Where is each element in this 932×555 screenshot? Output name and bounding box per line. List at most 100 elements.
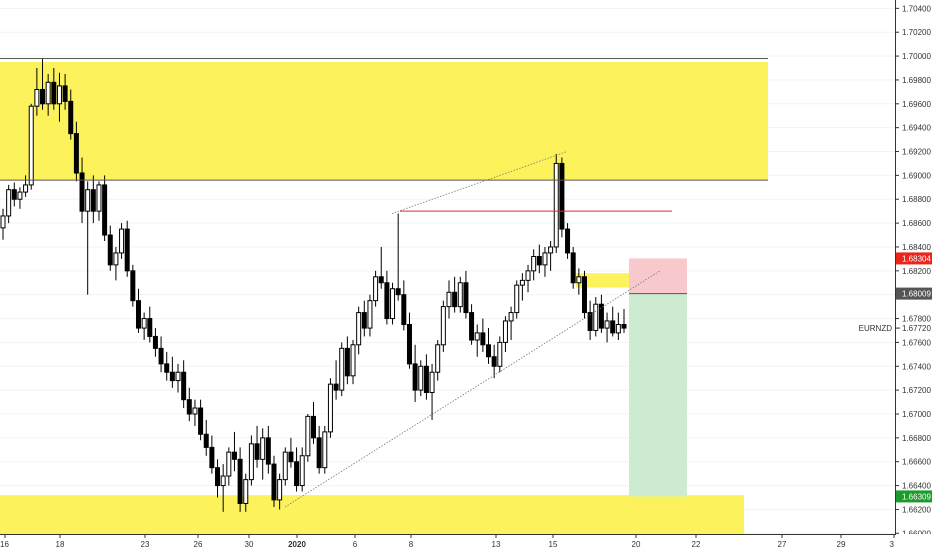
- candle-body: [265, 437, 271, 465]
- candle-body: [175, 371, 181, 382]
- candle-body: [469, 312, 475, 341]
- candle-body: [502, 320, 508, 343]
- candle: [11, 182, 17, 207]
- candle: [152, 328, 158, 357]
- drawings-layer[interactable]: [0, 57, 768, 508]
- candle: [344, 336, 350, 385]
- take-profit-zone[interactable]: [629, 293, 687, 497]
- candle: [531, 249, 537, 281]
- stop-loss-zone[interactable]: [629, 258, 687, 294]
- price-tick-label: 1.67200: [902, 386, 931, 395]
- candle: [107, 225, 113, 271]
- candle: [51, 68, 57, 110]
- candle: [175, 363, 181, 393]
- candle: [62, 73, 68, 110]
- time-axis[interactable]: 16 18 23 26 30 2020 6 8 13 15 20 22 27 29 3: [0, 534, 932, 550]
- candle: [113, 246, 119, 281]
- candle: [469, 304, 475, 345]
- candle-body: [463, 282, 469, 314]
- candle: [570, 246, 576, 289]
- candle-body: [440, 306, 446, 346]
- price-tick-label: 1.68200: [902, 267, 931, 276]
- candle-body: [299, 455, 305, 487]
- candle: [130, 264, 136, 307]
- candle-body: [271, 463, 277, 501]
- candle: [327, 378, 333, 438]
- upper-resistance-zone[interactable]: [0, 62, 768, 181]
- candle: [254, 425, 260, 468]
- candle-body: [45, 81, 51, 105]
- price-tick-label: 1.66600: [902, 458, 931, 467]
- candle: [96, 181, 102, 221]
- candle-body: [587, 312, 593, 331]
- time-tick-label: 23: [141, 540, 150, 549]
- candle: [406, 312, 412, 369]
- candle-body: [401, 294, 407, 326]
- price-tick-label: 1.67800: [902, 315, 931, 324]
- candle-body: [107, 234, 113, 266]
- candle: [226, 447, 232, 486]
- candle: [486, 328, 492, 364]
- candle-body: [124, 228, 130, 272]
- candle: [621, 309, 627, 333]
- candle: [457, 276, 463, 313]
- candle-body: [610, 320, 616, 334]
- candle: [186, 387, 192, 422]
- price-label: 1.68009: [896, 287, 932, 300]
- candle-body: [73, 133, 79, 174]
- candle-body: [237, 458, 243, 504]
- candle-body: [186, 399, 192, 415]
- candle-body: [248, 443, 254, 481]
- candle-body: [215, 467, 221, 487]
- candle-body: [435, 344, 441, 373]
- candle-body: [350, 344, 356, 377]
- candle: [401, 280, 407, 331]
- candle: [0, 208, 6, 240]
- candle: [339, 342, 345, 397]
- price-tick-label: 1.68600: [902, 219, 931, 228]
- candle-body: [28, 105, 34, 186]
- candle: [124, 220, 130, 277]
- candle: [423, 354, 429, 400]
- price-label-box: [896, 287, 932, 300]
- candle: [581, 270, 587, 319]
- candle-body: [344, 347, 350, 377]
- candle-body: [378, 276, 384, 284]
- price-tick-label: 1.68400: [902, 243, 931, 252]
- candle-body: [548, 246, 554, 254]
- candle-body: [288, 451, 294, 463]
- candle: [299, 447, 305, 492]
- candle: [480, 318, 486, 352]
- candle: [147, 306, 153, 343]
- candle: [565, 223, 571, 259]
- candle-body: [68, 100, 74, 135]
- time-tick-label: 6: [353, 540, 358, 549]
- time-tick-label: 13: [492, 540, 501, 549]
- candle-body: [457, 282, 463, 308]
- upper-trendline[interactable]: [391, 151, 568, 214]
- candle-body: [40, 88, 46, 105]
- candle-body: [536, 256, 542, 266]
- price-axis[interactable]: 1.70400 1.70200 1.70000 1.69800 1.69600 1.694…: [895, 0, 932, 550]
- candle: [576, 268, 582, 295]
- candle: [418, 360, 424, 397]
- candle: [446, 280, 452, 319]
- candle: [502, 316, 508, 352]
- candle: [17, 187, 23, 209]
- candle-body: [85, 189, 91, 212]
- lower-trendline[interactable]: [284, 270, 661, 508]
- candle: [85, 181, 91, 295]
- candle: [282, 447, 288, 486]
- candle-body: [395, 288, 401, 296]
- candle: [615, 312, 621, 341]
- price-tick-label: 1.70200: [902, 28, 931, 37]
- candle-body: [497, 341, 503, 367]
- candle: [169, 356, 175, 388]
- price-tick-label: 1.67000: [902, 410, 931, 419]
- candle-body: [559, 162, 565, 230]
- candle-body: [305, 415, 311, 457]
- position-tool[interactable]: [629, 258, 687, 497]
- candle-body: [90, 189, 96, 212]
